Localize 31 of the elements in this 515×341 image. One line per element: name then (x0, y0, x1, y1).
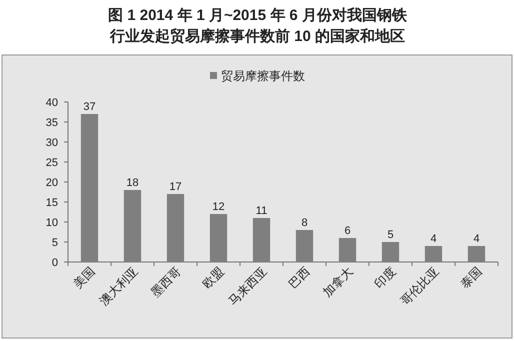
x-tick-label: 印度 (372, 264, 399, 292)
data-label: 5 (387, 229, 394, 241)
data-label: 11 (256, 205, 268, 217)
y-tick-label: 10 (46, 217, 58, 229)
y-tick-label: 15 (46, 197, 58, 209)
data-label: 8 (301, 217, 308, 229)
data-label: 12 (212, 201, 225, 213)
data-label: 6 (344, 225, 351, 237)
data-label: 18 (126, 177, 139, 189)
x-tick-label: 加拿大 (320, 264, 356, 300)
y-tick-label: 0 (52, 257, 58, 269)
y-tick-label: 40 (46, 97, 58, 109)
data-label: 4 (430, 233, 437, 245)
x-tick-label: 哥伦比亚 (398, 264, 442, 308)
x-tick-label: 澳大利亚 (96, 264, 141, 308)
x-tick-label: 巴西 (286, 264, 313, 292)
chart-title: 图 1 2014 年 1 月~2015 年 6 月份对我国钢铁行业发起贸易摩擦事件数前 10 的国家和地区 (108, 7, 408, 45)
y-tick-label: 35 (46, 117, 58, 129)
x-tick-label: 泰国 (458, 264, 485, 292)
x-tick-label: 墨西哥 (148, 264, 184, 300)
legend-label: 贸易摩擦事件数 (221, 69, 305, 83)
x-tick-label: 欧盟 (200, 264, 227, 292)
y-tick-label: 20 (46, 177, 58, 189)
y-tick-label: 30 (46, 137, 58, 149)
data-label: 4 (473, 233, 480, 245)
data-label: 37 (83, 101, 96, 113)
x-tick-label: 马来西亚 (226, 264, 270, 308)
y-tick-label: 25 (46, 157, 58, 169)
data-label: 17 (169, 181, 182, 193)
y-tick-label: 5 (52, 237, 58, 249)
x-tick-label: 美国 (70, 264, 98, 292)
